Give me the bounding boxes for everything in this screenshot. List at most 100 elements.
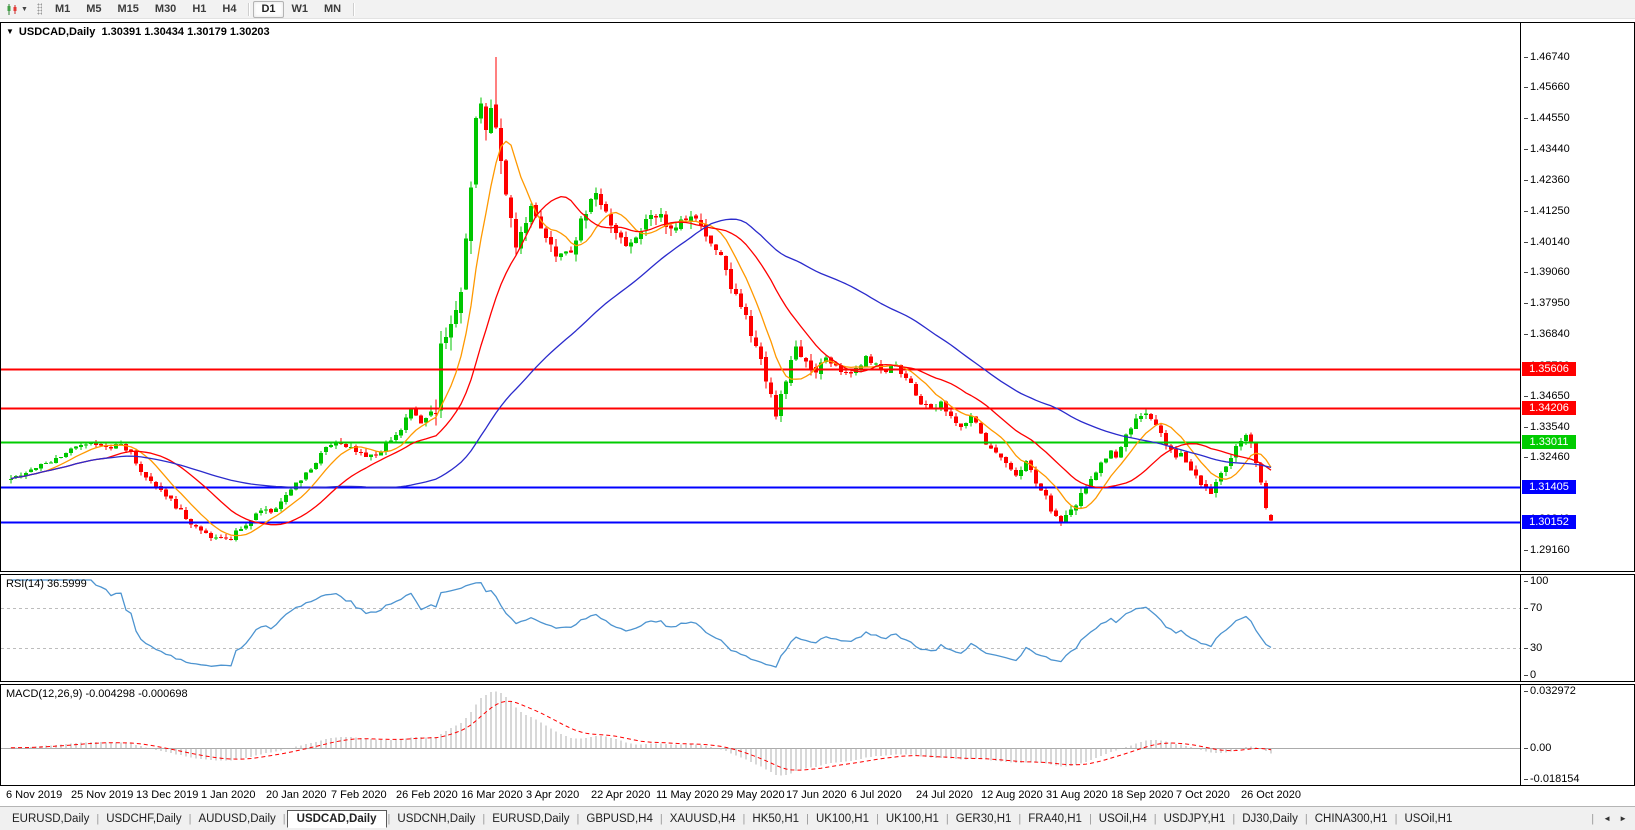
price-tick-label: 1.32460 bbox=[1524, 451, 1570, 463]
tab-divider: | bbox=[1394, 812, 1398, 825]
chart-tab-usoil-h1[interactable]: USOil,H1 bbox=[1404, 812, 1453, 825]
tab-divider: | bbox=[806, 812, 809, 825]
tab-divider: | bbox=[876, 812, 879, 825]
main-chart-panel: ▼ USDCAD,Daily 1.30391 1.30434 1.30179 1.… bbox=[0, 22, 1635, 572]
chart-tab-fra40-h1[interactable]: FRA40,H1 bbox=[1028, 812, 1082, 825]
timeframe-button-h1[interactable]: H1 bbox=[192, 2, 207, 15]
price-tick-label: 1.41250 bbox=[1524, 205, 1570, 217]
chart-periods-icon[interactable] bbox=[4, 2, 20, 16]
chart-tab-uk100-h1[interactable]: UK100,H1 bbox=[815, 812, 869, 825]
date-tick-label: 26 Oct 2020 bbox=[1241, 789, 1301, 801]
tab-divider: | bbox=[387, 812, 391, 825]
chart-tab-eurusd-daily[interactable]: EURUSD,Daily bbox=[492, 812, 570, 825]
timeframe-button-m30[interactable]: M30 bbox=[154, 2, 177, 15]
date-tick-label: 11 May 2020 bbox=[656, 789, 719, 801]
price-tick-label: 1.36840 bbox=[1524, 328, 1570, 340]
price-tick-label: 1.46740 bbox=[1524, 51, 1570, 63]
macd-axis[interactable]: 0.032972 0.00 -0.018154 bbox=[1521, 685, 1634, 785]
price-chart-plot[interactable]: ▼ USDCAD,Daily 1.30391 1.30434 1.30179 1.… bbox=[1, 23, 1521, 571]
macd-tick-label: 0.032972 bbox=[1524, 685, 1576, 697]
chart-tab-usdjpy-h1[interactable]: USDJPY,H1 bbox=[1163, 812, 1226, 825]
date-tick-label: 31 Aug 2020 bbox=[1046, 789, 1108, 801]
timeframe-button-mn[interactable]: MN bbox=[324, 2, 342, 15]
toolbar-separator bbox=[353, 2, 355, 16]
tab-divider: | bbox=[282, 812, 286, 825]
macd-tick-label: 0.00 bbox=[1523, 742, 1552, 754]
price-line-label: 1.33011 bbox=[1522, 435, 1576, 449]
tab-divider: | bbox=[1591, 812, 1595, 825]
price-tick-label: 1.37950 bbox=[1524, 297, 1570, 309]
tab-scroll-left-icon[interactable]: ◄ bbox=[1603, 814, 1612, 823]
chart-tab-gbpusd-h4[interactable]: GBPUSD,H4 bbox=[586, 812, 653, 825]
price-line-label: 1.35606 bbox=[1522, 362, 1576, 376]
timeframe-button-m5[interactable]: M5 bbox=[86, 2, 102, 15]
rsi-panel: RSI(14) 36.5999 100 70 30 0 bbox=[0, 574, 1635, 682]
rsi-canvas[interactable] bbox=[1, 575, 1520, 681]
tab-divider: | bbox=[96, 812, 100, 825]
tab-scroll-controls: | ◄ ► bbox=[1582, 813, 1635, 825]
timeframe-button-d1[interactable]: D1 bbox=[253, 0, 284, 18]
macd-plot[interactable]: MACD(12,26,9) -0.004298 -0.000698 bbox=[1, 685, 1521, 785]
chart-tab-usoil-h4[interactable]: USOil,H4 bbox=[1098, 812, 1147, 825]
rsi-tick-label: 100 bbox=[1523, 575, 1549, 587]
chart-tab-xauusd-h4[interactable]: XAUUSD,H4 bbox=[669, 812, 736, 825]
chart-tab-usdchf-daily[interactable]: USDCHF,Daily bbox=[106, 812, 182, 825]
date-tick-label: 6 Jul 2020 bbox=[851, 789, 902, 801]
chart-tab-china300-h1[interactable]: CHINA300,H1 bbox=[1314, 812, 1388, 825]
tab-scroll-right-icon[interactable]: ► bbox=[1619, 814, 1627, 823]
macd-canvas[interactable] bbox=[1, 685, 1520, 785]
price-line-label: 1.30152 bbox=[1522, 515, 1576, 529]
chart-tab-usdcnh-daily[interactable]: USDCNH,Daily bbox=[397, 812, 476, 825]
timeframe-toolbar: ▼ M1 M5 M15 M30 H1 H4 D1 W1 MN bbox=[0, 0, 1635, 19]
chart-expander-icon[interactable]: ▼ bbox=[6, 27, 14, 36]
chart-window: ▼ USDCAD,Daily 1.30391 1.30434 1.30179 1.… bbox=[0, 22, 1635, 786]
date-tick-label: 1 Jan 2020 bbox=[201, 789, 256, 801]
timeframe-button-m1[interactable]: M1 bbox=[54, 2, 71, 15]
date-tick-label: 29 May 2020 bbox=[721, 789, 785, 801]
price-tick-label: 1.42360 bbox=[1524, 174, 1570, 186]
rsi-tick-label: 70 bbox=[1523, 602, 1543, 614]
rsi-label: RSI(14) 36.5999 bbox=[6, 578, 87, 590]
timeframe-button-h4[interactable]: H4 bbox=[222, 2, 237, 15]
price-tick-label: 1.43440 bbox=[1524, 143, 1570, 155]
price-tick-label: 1.33540 bbox=[1524, 421, 1570, 433]
chart-tab-dj30-daily[interactable]: DJ30,Daily bbox=[1242, 812, 1298, 825]
toolbar-separator bbox=[248, 2, 250, 16]
timeframe-button-w1[interactable]: W1 bbox=[291, 2, 309, 15]
rsi-axis[interactable]: 100 70 30 0 bbox=[1521, 575, 1634, 681]
chart-tab-audusd-daily[interactable]: AUDUSD,Daily bbox=[198, 812, 276, 825]
chart-tab-uk100-h1[interactable]: UK100,H1 bbox=[885, 812, 939, 825]
chart-tab-hk50-h1[interactable]: HK50,H1 bbox=[752, 812, 800, 825]
rsi-tick-label: 0 bbox=[1523, 669, 1537, 681]
chart-tab-usdcad-daily[interactable]: USDCAD,Daily bbox=[286, 810, 387, 828]
dropdown-arrow-icon[interactable]: ▼ bbox=[21, 5, 28, 13]
chart-tab-eurusd-daily[interactable]: EURUSD,Daily bbox=[12, 812, 90, 825]
tab-divider: | bbox=[188, 812, 192, 825]
date-tick-label: 22 Apr 2020 bbox=[591, 789, 651, 801]
chart-title: ▼ USDCAD,Daily 1.30391 1.30434 1.30179 1.… bbox=[6, 26, 270, 38]
date-tick-label: 6 Nov 2019 bbox=[6, 789, 63, 801]
date-tick-label: 7 Feb 2020 bbox=[331, 789, 387, 801]
chart-tab-ger30-h1[interactable]: GER30,H1 bbox=[955, 812, 1012, 825]
date-tick-label: 26 Feb 2020 bbox=[396, 789, 458, 801]
date-tick-label: 12 Aug 2020 bbox=[981, 789, 1043, 801]
rsi-plot[interactable]: RSI(14) 36.5999 bbox=[1, 575, 1521, 681]
price-chart-canvas[interactable] bbox=[1, 23, 1520, 571]
tab-divider: | bbox=[659, 812, 663, 825]
date-tick-label: 25 Nov 2019 bbox=[71, 789, 134, 801]
date-tick-label: 24 Jul 2020 bbox=[916, 789, 973, 801]
tab-divider: | bbox=[1018, 812, 1022, 825]
date-tick-label: 17 Jun 2020 bbox=[786, 789, 847, 801]
macd-tick-label: -0.018154 bbox=[1524, 773, 1580, 785]
macd-panel: MACD(12,26,9) -0.004298 -0.000698 0.0329… bbox=[0, 684, 1635, 786]
price-axis[interactable]: 1.46740 1.45660 1.44550 1.43440 1.42360 1.412… bbox=[1521, 23, 1634, 571]
price-tick-label: 1.29160 bbox=[1524, 544, 1570, 556]
tab-divider: | bbox=[1232, 812, 1236, 825]
tab-divider: | bbox=[945, 812, 949, 825]
date-tick-label: 13 Dec 2019 bbox=[136, 789, 199, 801]
chart-tab-bar: EURUSD,Daily | USDCHF,Daily | AUDUSD,Daily | U… bbox=[0, 806, 1635, 830]
toolbar-grip[interactable] bbox=[36, 3, 42, 15]
date-tick-label: 18 Sep 2020 bbox=[1111, 789, 1174, 801]
timeframe-button-m15[interactable]: M15 bbox=[117, 2, 139, 15]
date-axis[interactable]: 6 Nov 2019 25 Nov 2019 13 Dec 2019 1 Jan 20… bbox=[0, 786, 1635, 805]
